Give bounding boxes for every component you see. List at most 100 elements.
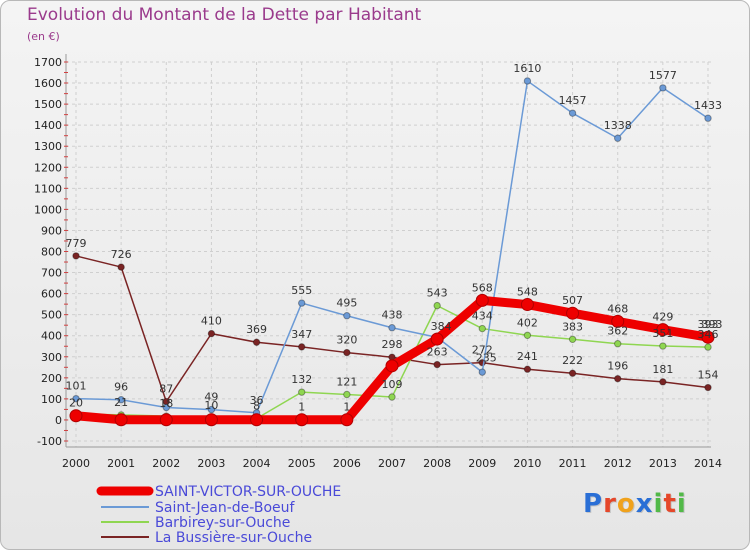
data-label: 434 — [472, 310, 493, 323]
legend-label: Barbirey-sur-Ouche — [155, 515, 290, 531]
data-label: 384 — [431, 320, 452, 333]
data-label: 154 — [698, 369, 719, 382]
data-point — [523, 365, 532, 373]
data-point — [340, 413, 354, 427]
x-tick-label: 2008 — [423, 457, 451, 470]
data-label: 468 — [607, 302, 628, 315]
data-label: 49 — [204, 391, 218, 404]
data-label: 196 — [607, 360, 628, 373]
data-label: 222 — [562, 354, 583, 367]
data-label: 1 — [343, 401, 350, 414]
data-point — [250, 413, 264, 427]
data-point — [159, 413, 173, 427]
x-tick-label: 2005 — [288, 457, 316, 470]
data-label: 320 — [336, 334, 357, 347]
data-label: 543 — [427, 287, 448, 300]
data-point — [204, 413, 218, 427]
data-point — [656, 323, 670, 337]
y-tick-label: 1700 — [34, 56, 62, 69]
data-point — [659, 378, 667, 386]
data-label: 235 — [476, 351, 497, 364]
x-tick-label: 2011 — [559, 457, 587, 470]
data-label: 1433 — [694, 99, 722, 112]
data-label: 383 — [562, 320, 583, 333]
data-point — [475, 293, 489, 307]
x-tick-label: 2004 — [243, 457, 271, 470]
data-label: 241 — [517, 350, 538, 363]
data-label: 402 — [517, 316, 538, 329]
y-tick-label: 600 — [41, 288, 62, 301]
y-tick-label: 700 — [41, 267, 62, 280]
data-point — [520, 298, 534, 312]
data-point — [568, 109, 577, 117]
y-tick-label: 1200 — [34, 161, 62, 174]
data-label: 263 — [427, 346, 448, 359]
data-point — [162, 403, 170, 412]
legend-label: Saint-Jean-de-Boeuf — [155, 500, 296, 516]
data-label: 21 — [114, 396, 128, 409]
data-point — [388, 393, 396, 401]
data-point — [566, 306, 580, 320]
data-label: 20 — [69, 397, 83, 410]
data-point — [298, 388, 306, 396]
x-tick-label: 2002 — [152, 457, 180, 470]
data-point — [343, 312, 351, 320]
x-tick-label: 2003 — [197, 457, 225, 470]
unit-label: (en €) — [27, 30, 60, 43]
y-tick-label: 100 — [41, 393, 62, 406]
data-label: 495 — [336, 297, 357, 310]
y-tick-label: 1000 — [34, 203, 62, 216]
y-tick-label: 1500 — [34, 98, 62, 111]
data-label: 347 — [291, 328, 312, 341]
data-label: 109 — [382, 378, 403, 391]
x-tick-label: 2006 — [333, 457, 361, 470]
data-point — [568, 335, 577, 344]
data-point — [614, 374, 622, 383]
data-label: 272 — [472, 344, 493, 357]
data-label: 181 — [652, 363, 673, 376]
x-tick-label: 2013 — [649, 457, 677, 470]
data-point — [478, 368, 486, 376]
data-label: 568 — [472, 281, 493, 294]
data-label: 410 — [201, 315, 222, 328]
data-point — [568, 369, 577, 377]
y-tick-label: 1300 — [34, 140, 62, 153]
data-label: 362 — [607, 325, 628, 338]
data-label: 1 — [298, 401, 305, 414]
chart-title: Evolution du Montant de la Dette par Hab… — [27, 5, 422, 25]
data-label: 298 — [382, 338, 403, 351]
data-point — [523, 77, 532, 85]
data-label: 438 — [382, 309, 403, 322]
data-point — [611, 314, 625, 328]
data-label: 1457 — [559, 94, 587, 107]
x-tick-label: 2014 — [694, 457, 722, 470]
data-point — [704, 114, 712, 122]
data-point — [207, 329, 216, 338]
data-label: 10 — [204, 399, 218, 412]
data-point — [298, 343, 306, 351]
data-label: 36 — [250, 394, 264, 407]
data-point — [614, 134, 622, 142]
data-point — [614, 340, 622, 348]
data-label: 87 — [159, 383, 173, 396]
data-label: 1338 — [604, 119, 632, 132]
y-tick-label: 1600 — [34, 77, 62, 90]
x-tick-label: 2001 — [107, 457, 135, 470]
y-tick-label: 400 — [41, 330, 62, 343]
data-point — [343, 390, 351, 399]
data-label: 393 — [698, 318, 719, 331]
data-point — [659, 84, 667, 92]
data-label: 393 — [702, 318, 723, 331]
data-label: 346 — [698, 328, 719, 341]
data-label: 18 — [159, 397, 173, 410]
data-point — [433, 360, 441, 369]
data-label: 548 — [517, 286, 538, 299]
data-point — [69, 409, 83, 423]
data-point — [433, 301, 441, 310]
data-point — [523, 331, 532, 340]
x-tick-label: 2009 — [468, 457, 496, 470]
y-tick-label: 800 — [41, 246, 62, 259]
data-label: 96 — [114, 381, 128, 394]
